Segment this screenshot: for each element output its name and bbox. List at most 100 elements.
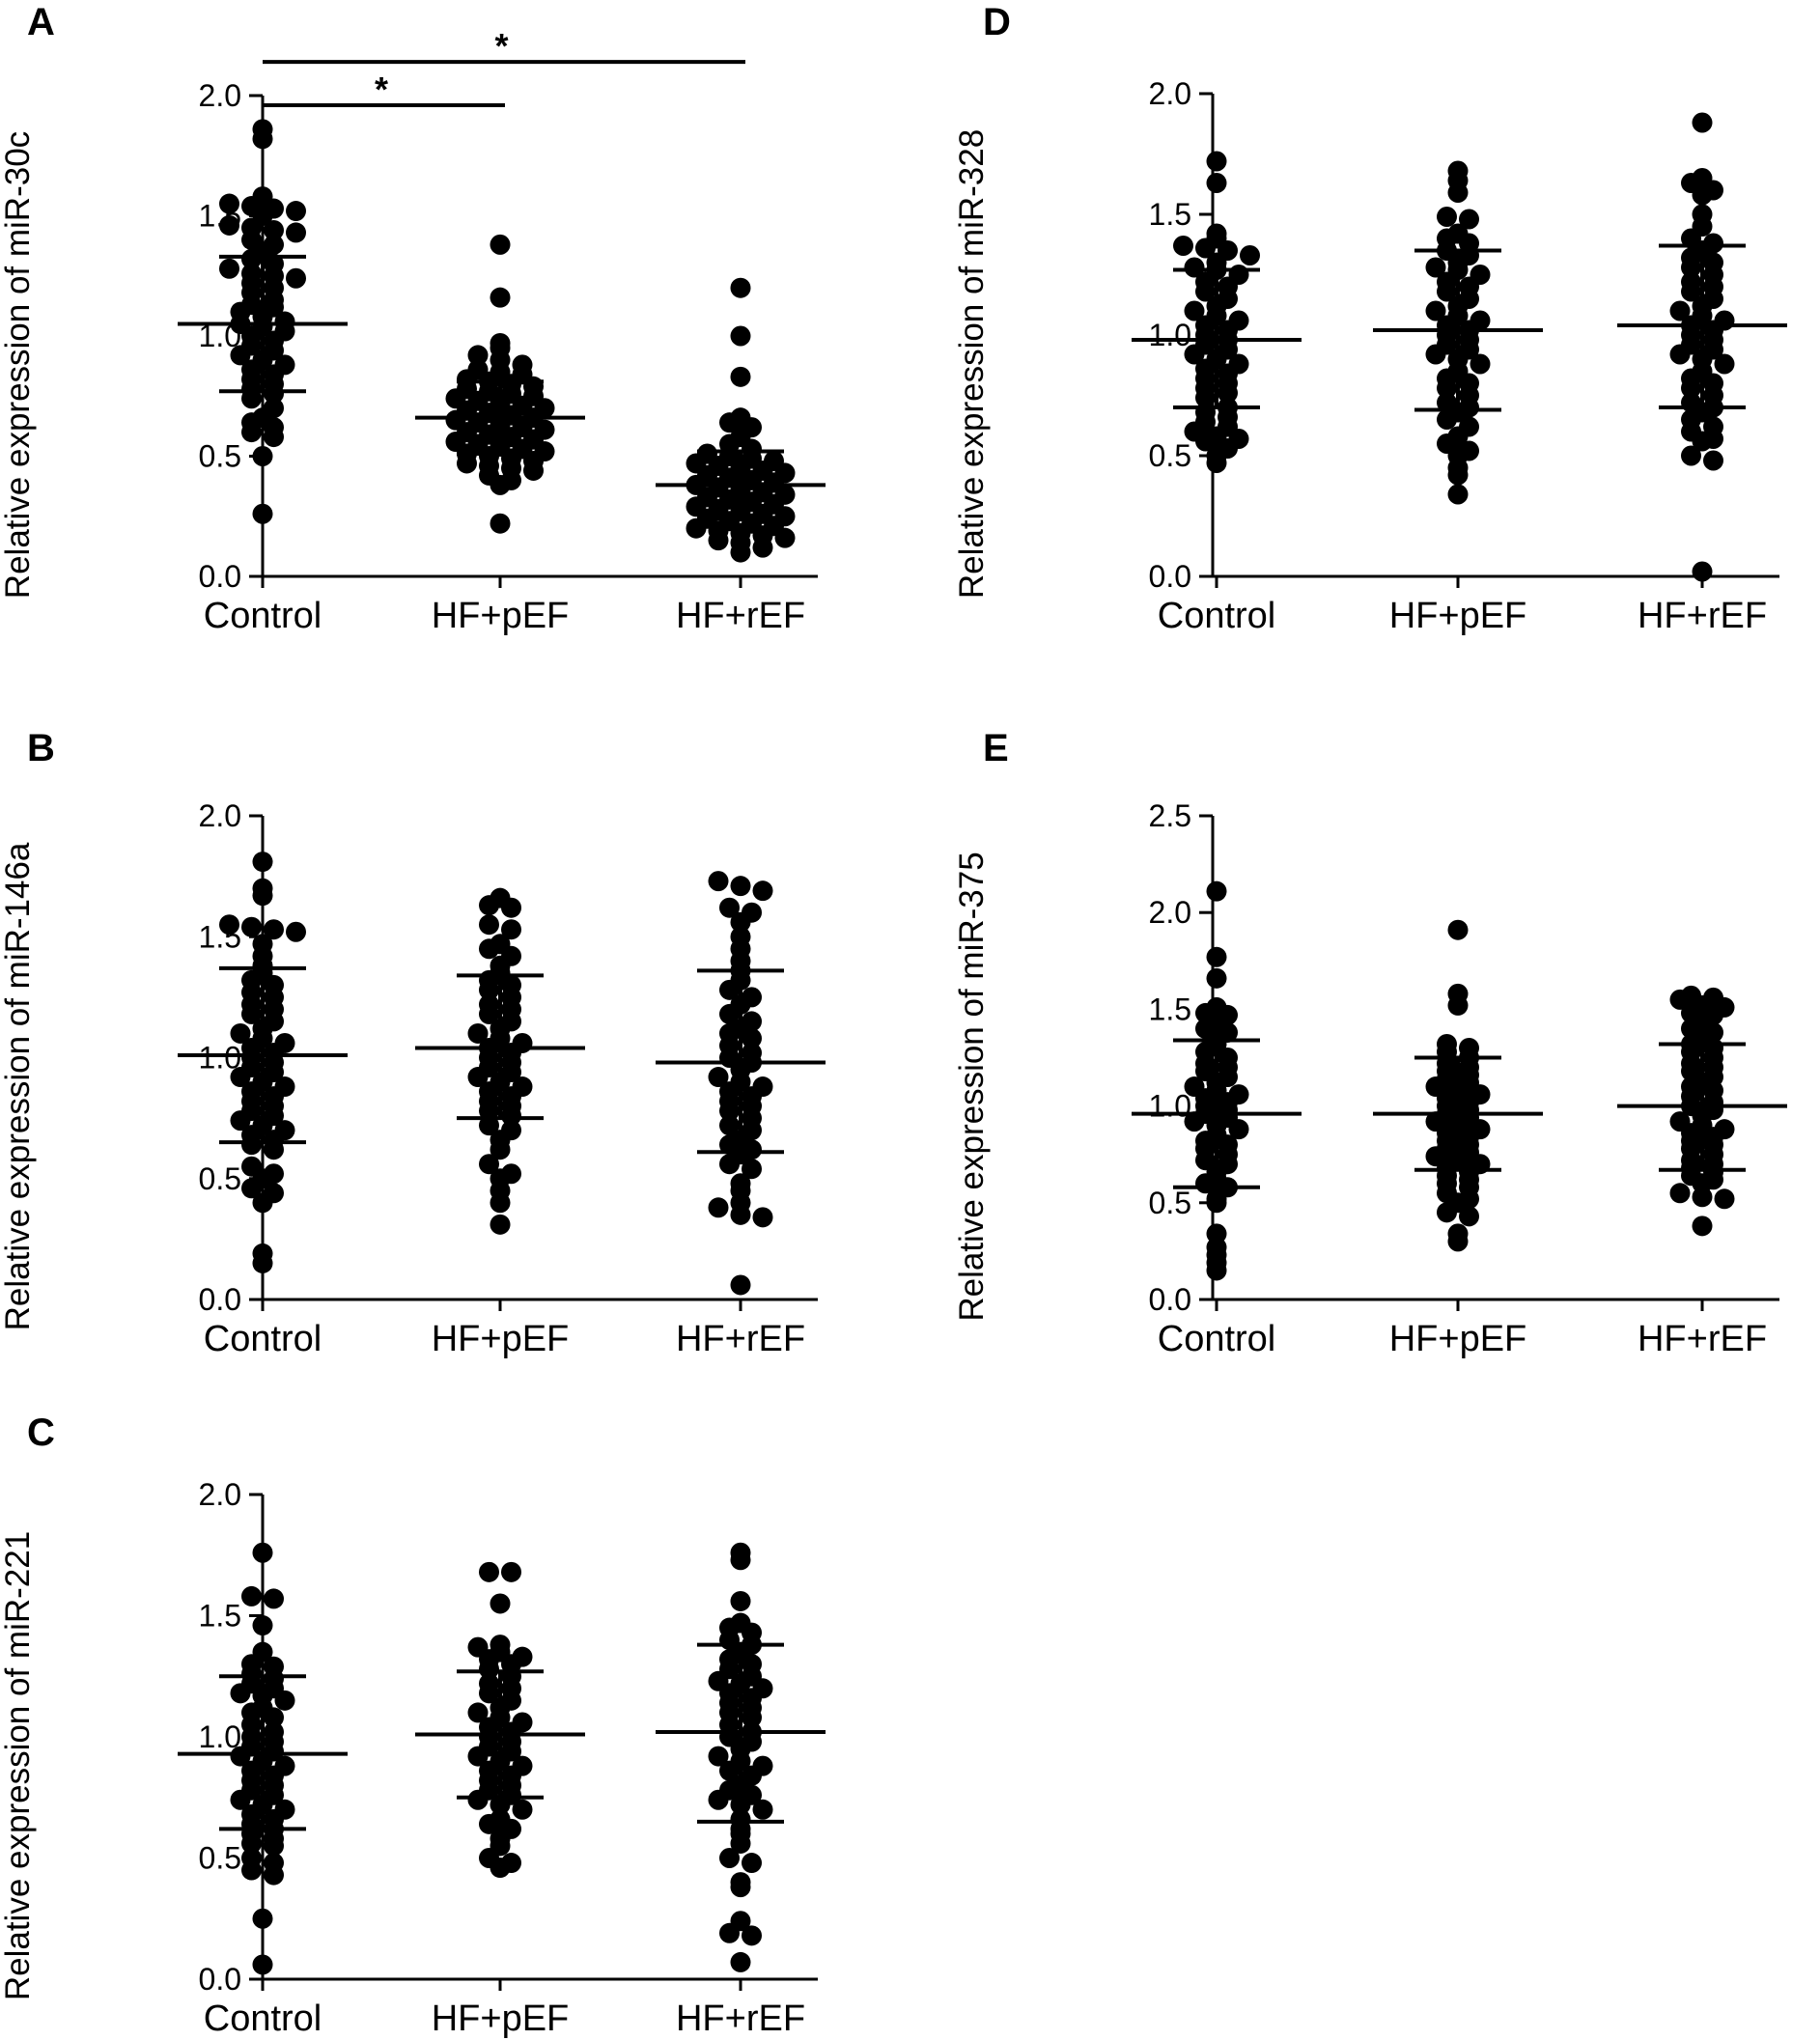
data-point [479, 1101, 499, 1122]
y-tick-label: 2.5 [1149, 798, 1191, 833]
y-tick-label: 2.0 [199, 798, 241, 833]
data-point [230, 1067, 251, 1088]
data-point [501, 897, 521, 918]
y-tick-label: 2.0 [199, 1477, 241, 1512]
data-point [230, 345, 251, 366]
data-point [742, 1159, 762, 1180]
data-point [252, 1615, 273, 1636]
data-point [730, 876, 751, 897]
series-control [178, 852, 348, 1273]
data-point [730, 366, 751, 387]
data-point [219, 914, 239, 936]
data-point [241, 1859, 262, 1881]
data-point [479, 1561, 499, 1582]
panel-letter: D [983, 1, 1011, 43]
data-point [479, 1003, 499, 1024]
panel-d: D 0.0 0.5 1.0 1.5 2.0 Relative expression of m… [953, 1, 1787, 636]
data-point [730, 1204, 751, 1225]
data-point [501, 1561, 521, 1582]
data-point [708, 1746, 729, 1767]
x-category-label: Control [204, 596, 322, 636]
data-point [1470, 353, 1491, 375]
data-point [1437, 281, 1457, 302]
data-point [490, 1192, 511, 1214]
data-point [719, 1922, 740, 1943]
data-point [479, 1813, 499, 1834]
y-tick-label: 0.0 [1149, 559, 1191, 594]
data-point [1425, 300, 1446, 321]
data-point [490, 1139, 511, 1160]
series-control [178, 119, 348, 524]
data-point [219, 258, 239, 279]
data-point [730, 911, 751, 933]
data-point [1206, 173, 1227, 193]
data-point [1692, 1187, 1713, 1208]
data-point [264, 427, 284, 448]
y-axis-title: Relative expression of miR-375 [953, 852, 991, 1321]
data-point [1681, 281, 1701, 302]
data-point [1459, 209, 1479, 230]
data-point [1437, 377, 1457, 399]
data-point [264, 1588, 284, 1609]
y-tick-label: 0.0 [199, 1962, 241, 1997]
data-point [241, 1832, 262, 1854]
data-point [1681, 257, 1701, 278]
significance-star: * [375, 70, 388, 109]
data-point [1447, 464, 1469, 486]
data-point [1692, 184, 1713, 206]
data-point [719, 979, 740, 1000]
data-point [742, 1027, 762, 1048]
series-control [1132, 880, 1302, 1281]
data-point [1195, 431, 1216, 452]
data-point [230, 1110, 251, 1132]
data-point [457, 453, 477, 474]
data-point [523, 460, 544, 481]
data-point [501, 1105, 521, 1127]
data-point [252, 852, 273, 873]
data-point [752, 537, 773, 558]
data-point [512, 1799, 533, 1820]
panel-letter: A [27, 1, 55, 43]
data-point [1228, 1119, 1249, 1140]
x-category-label: HF+rEF [1638, 1319, 1767, 1359]
data-point [274, 1690, 295, 1711]
data-point [1714, 1188, 1735, 1210]
panel-e: E 0.0 0.5 1.0 1.5 2.0 2.5 Relative expression o… [953, 727, 1787, 1359]
data-point [1206, 1192, 1227, 1214]
x-category-label: HF+pEF [432, 596, 570, 636]
data-point [1437, 207, 1457, 227]
data-point [730, 542, 751, 563]
panel-letter: E [983, 727, 1009, 769]
data-point [467, 1702, 489, 1723]
series-hf-pef [1373, 160, 1543, 505]
data-point [1447, 484, 1469, 505]
data-point [252, 1252, 273, 1273]
data-point [1681, 377, 1701, 399]
series-hf-pef [415, 887, 585, 1235]
data-point [1425, 257, 1446, 278]
data-point [742, 1925, 762, 1946]
data-point [1184, 1111, 1205, 1132]
data-point [774, 527, 796, 548]
data-point [708, 1067, 729, 1088]
data-point [1447, 994, 1469, 1016]
data-point [1447, 182, 1469, 203]
significance-star: * [494, 26, 508, 66]
x-category-label: HF+rEF [676, 596, 805, 636]
data-point [719, 1848, 740, 1868]
data-point [264, 1835, 284, 1857]
data-point [1692, 561, 1713, 582]
data-point [719, 1154, 740, 1175]
data-point [490, 1214, 511, 1235]
data-point [241, 1134, 262, 1156]
data-point [752, 1207, 773, 1228]
data-point [1184, 257, 1205, 278]
data-point [467, 1746, 489, 1767]
data-point [479, 895, 499, 916]
data-point [1447, 919, 1469, 940]
data-point [1669, 344, 1691, 365]
x-category-label: Control [204, 1319, 322, 1359]
y-tick-label: 0.5 [1149, 438, 1191, 473]
data-point [730, 1951, 751, 1972]
